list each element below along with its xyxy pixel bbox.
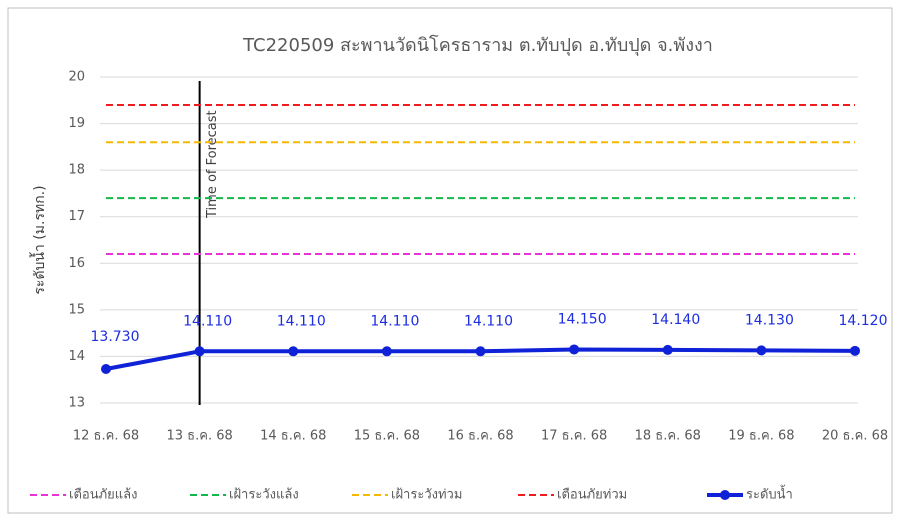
data-point (288, 346, 299, 357)
data-point (850, 345, 860, 356)
data-label: 14.110 (183, 313, 232, 329)
data-label: 14.120 (839, 313, 888, 329)
y-tick-label: 19 (68, 116, 85, 131)
y-tick-label: 15 (68, 302, 85, 317)
data-label: 14.130 (745, 312, 794, 328)
data-label: 14.110 (464, 313, 513, 329)
legend-label: เฝ้าระวังท่วม (391, 488, 462, 503)
data-point (569, 344, 580, 355)
x-tick-label: 19 ธ.ค. 68 (728, 429, 794, 444)
data-label: 14.140 (651, 312, 700, 328)
y-tick-label: 14 (68, 349, 85, 364)
y-tick-label: 13 (68, 396, 85, 411)
x-tick-label: 15 ธ.ค. 68 (354, 429, 420, 444)
x-tick-label: 12 ธ.ค. 68 (73, 429, 139, 444)
legend-label: เตือนภัยท่วม (557, 487, 627, 503)
data-point (101, 364, 111, 375)
x-tick-label: 16 ธ.ค. 68 (447, 429, 513, 444)
data-point (194, 346, 205, 357)
y-tick-label: 18 (68, 163, 85, 178)
chart-border (7, 7, 893, 514)
chart-title: TC220509 สะพานวัดนิโครธาราม ต.ทับปุด อ.ท… (242, 34, 713, 56)
legend-label: เตือนภัยแล้ง (69, 487, 137, 503)
data-point (662, 344, 673, 355)
x-tick-label: 18 ธ.ค. 68 (635, 429, 701, 444)
legend-label: ระดับน้ำ (746, 485, 793, 503)
data-label: 14.110 (370, 313, 419, 329)
legend-label: เฝ้าระวังแล้ง (229, 488, 299, 503)
data-point (381, 346, 392, 357)
y-tick-label: 17 (68, 209, 85, 224)
data-point (756, 345, 767, 356)
data-label: 14.150 (558, 311, 607, 327)
data-label: 14.110 (277, 313, 326, 329)
y-tick-label: 16 (68, 256, 85, 271)
x-tick-label: 17 ธ.ค. 68 (541, 429, 607, 444)
y-axis-label: ระดับน้ำ (ม.รทก.) (29, 185, 48, 294)
annotation: Time of Forecast (205, 110, 220, 219)
x-tick-label: 20 ธ.ค. 68 (822, 429, 888, 444)
data-label: 13.730 (91, 329, 140, 345)
y-tick-label: 20 (68, 70, 85, 85)
x-tick-label: 13 ธ.ค. 68 (167, 429, 233, 444)
x-tick-label: 14 ธ.ค. 68 (260, 429, 326, 444)
data-point (475, 346, 486, 357)
legend-marker (720, 490, 730, 500)
